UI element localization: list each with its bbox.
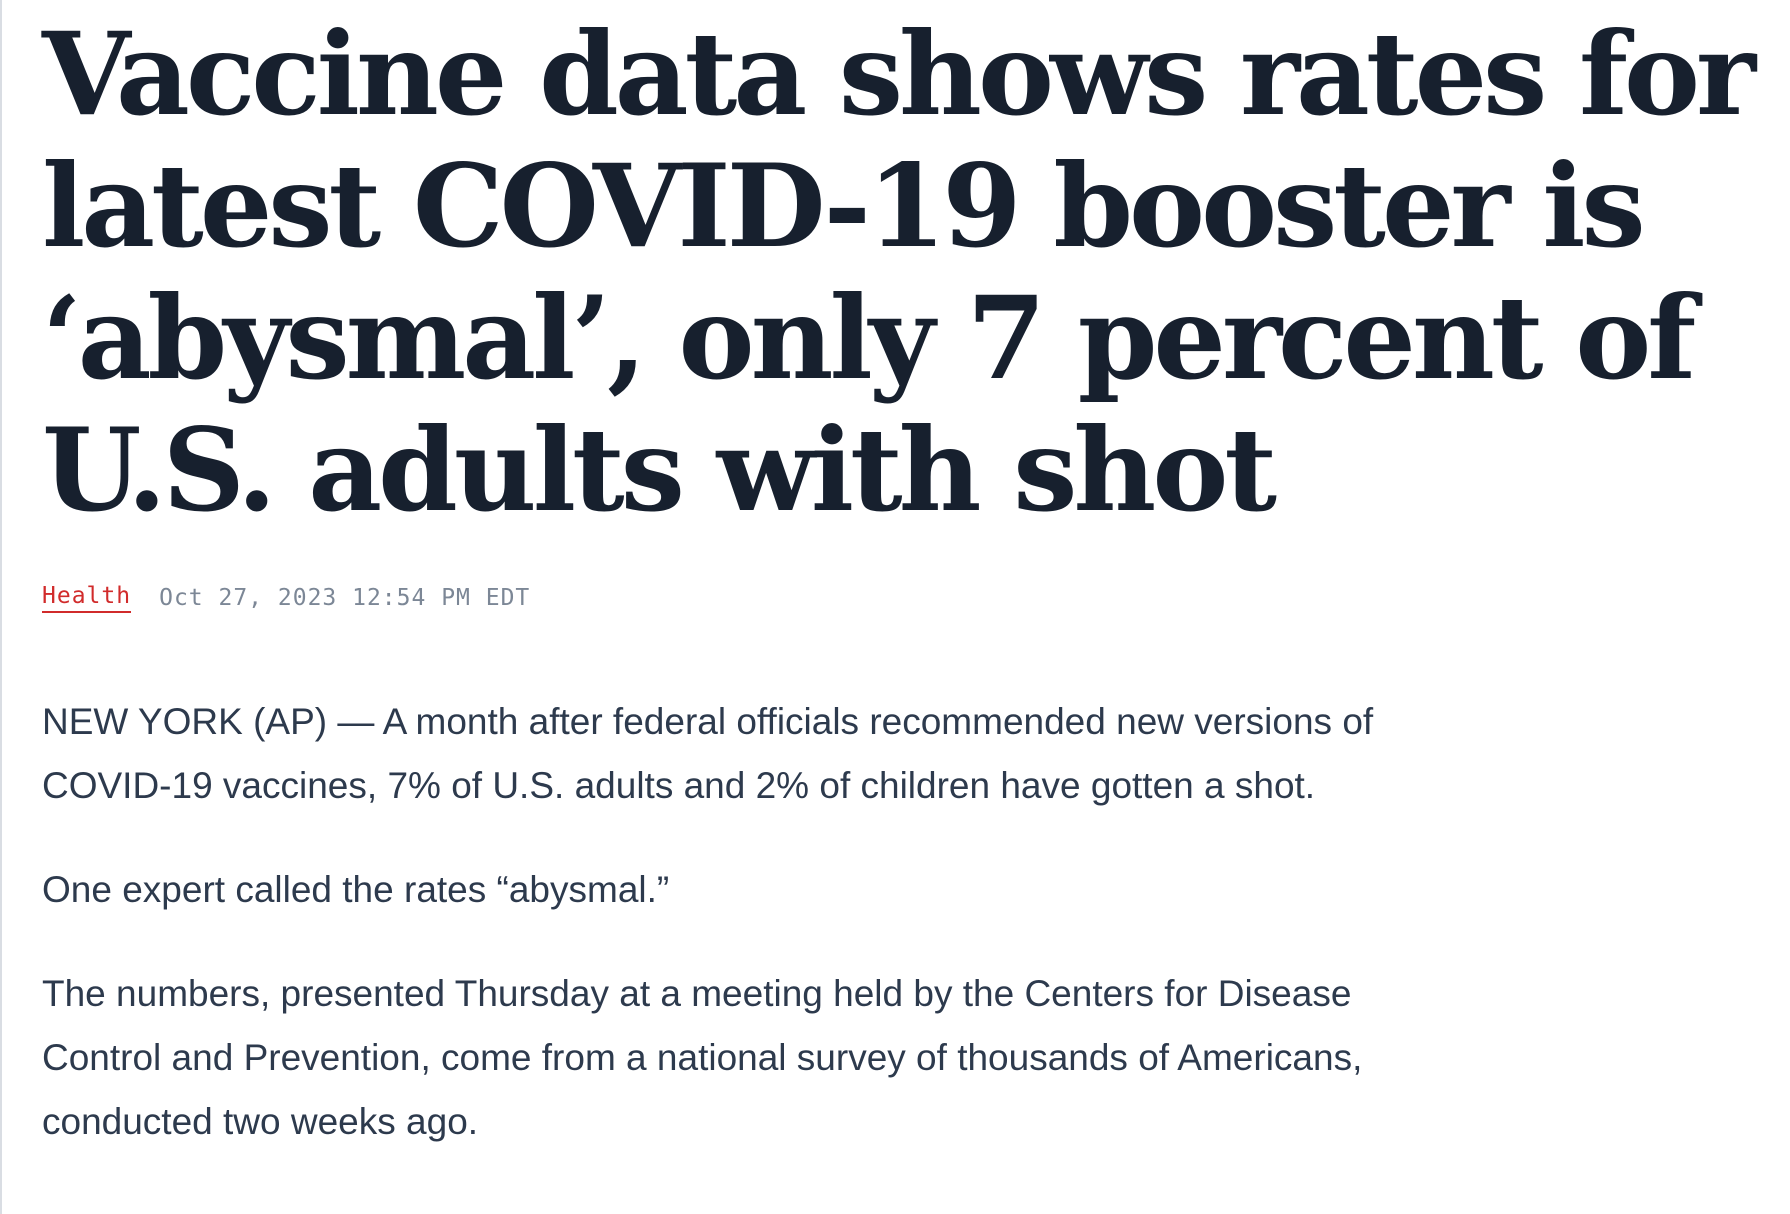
publish-timestamp: Oct 27, 2023 12:54 PM EDT bbox=[159, 585, 531, 611]
paragraph-2: One expert called the rates “abysmal.” bbox=[42, 869, 670, 910]
article: Vaccine data shows rates for latest COVI… bbox=[42, 0, 1782, 1194]
headline: Vaccine data shows rates for latest COVI… bbox=[42, 7, 1756, 537]
article-meta: Health Oct 27, 2023 12:54 PM EDT bbox=[42, 578, 1782, 618]
paragraph-3: The numbers, presented Thursday at a mee… bbox=[42, 973, 1363, 1142]
paragraph-1: NEW YORK (AP) — A month after federal of… bbox=[42, 701, 1374, 806]
category-link[interactable]: Health bbox=[42, 583, 132, 613]
article-body: NEW YORK (AP) — A month after federal of… bbox=[42, 690, 1442, 1154]
